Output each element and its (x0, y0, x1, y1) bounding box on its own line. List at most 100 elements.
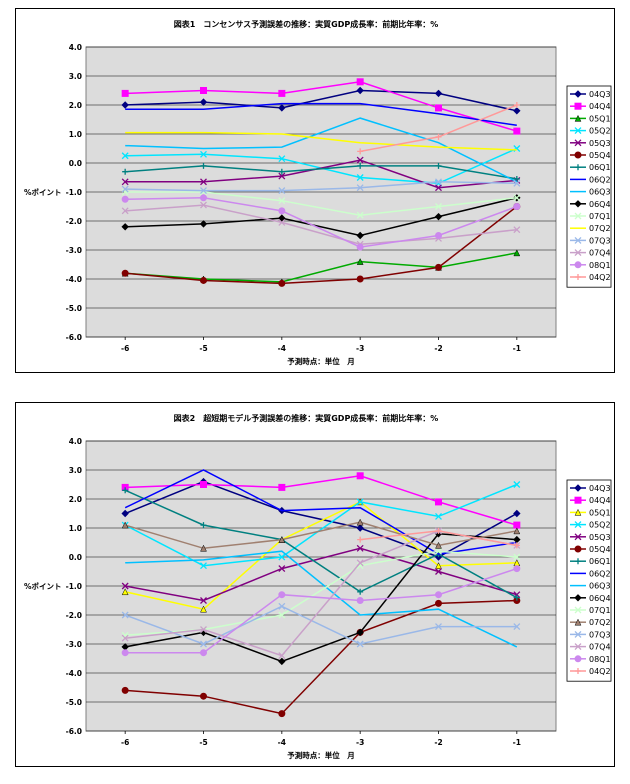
series-07Q3 (121, 178, 521, 195)
data-point-06Q4 (356, 231, 364, 240)
legend-label: 07Q4 (589, 249, 611, 258)
data-point-05Q3 (356, 544, 364, 552)
x-tick-label: -4 (278, 344, 286, 353)
data-point-06Q1 (122, 168, 129, 175)
chart-title: 図表2 超短期モデル予測誤差の推移：実質GDP成長率：前期比年率：% (174, 413, 439, 423)
series-line-04Q3 (124, 480, 518, 558)
legend-marker (574, 261, 582, 269)
data-point-05Q3 (121, 178, 129, 186)
legend-marker (574, 102, 582, 110)
data-point-04Q3 (356, 524, 364, 532)
data-point-05Q3 (278, 565, 286, 573)
data-point-06Q1 (122, 487, 129, 494)
data-point-06Q1 (200, 522, 207, 529)
data-point-07Q4 (121, 207, 129, 215)
x-tick-label: -5 (199, 344, 207, 353)
series-04Q4 (121, 78, 521, 135)
series-07Q1 (121, 188, 521, 219)
data-point-06Q1 (200, 162, 207, 169)
data-point-08Q1 (513, 565, 521, 573)
data-point-07Q2 (200, 544, 207, 552)
data-point-07Q1 (435, 547, 442, 555)
series-06Q2 (125, 102, 517, 127)
data-point-07Q1 (513, 194, 521, 202)
series-line-05Q1 (125, 252, 517, 283)
legend-label: 08Q1 (589, 261, 611, 270)
series-06Q3 (125, 117, 518, 183)
series-line-06Q4 (125, 533, 517, 663)
legend-marker (574, 484, 582, 492)
y-tick-label: -6.0 (66, 727, 82, 736)
data-point-05Q4 (200, 692, 207, 700)
data-point-08Q1 (278, 591, 286, 599)
legend-label: 04Q3 (589, 90, 611, 99)
x-tick-label: -2 (434, 344, 442, 353)
x-tick-label: -3 (356, 344, 364, 353)
data-point-04Q4 (200, 481, 207, 488)
series-line-06Q4 (125, 197, 517, 237)
data-point-08Q1 (435, 591, 442, 599)
data-point-07Q4 (121, 634, 129, 642)
data-point-04Q4 (121, 89, 129, 97)
legend-label: 05Q1 (589, 508, 611, 517)
legend-label: 08Q1 (589, 655, 611, 664)
data-point-07Q3 (513, 179, 521, 187)
chart-title: 図表1 コンセンサス予測誤差の推移：実質GDP成長率：前期比年率：% (174, 19, 439, 29)
y-tick-label: 4.0 (69, 43, 82, 52)
data-point-04Q4 (513, 127, 521, 135)
data-point-06Q1 (357, 162, 364, 169)
data-point-07Q1 (513, 553, 521, 561)
y-axis-label: %ポイント (24, 187, 62, 197)
legend-marker (574, 643, 582, 651)
legend-label: 06Q1 (589, 163, 611, 172)
x-axis-label: 予測時点：単位 月 (287, 356, 355, 366)
data-point-07Q3 (278, 187, 286, 195)
data-point-04Q2 (357, 148, 364, 155)
legend-marker (574, 114, 582, 122)
legend: 04Q3 04Q4 05Q1 05Q2 05Q3 05Q4 06Q1 06Q2 06Q3 06Q4… (566, 85, 612, 288)
y-axis-label: %ポイント (24, 581, 62, 591)
y-tick-label: -6.0 (66, 333, 82, 342)
data-point-06Q4 (121, 223, 129, 231)
data-point-08Q1 (121, 649, 129, 657)
x-tick-label: -5 (199, 738, 207, 747)
series-line-05Q4 (125, 205, 518, 285)
series-line-07Q1 (125, 191, 517, 216)
series-line-08Q1 (125, 197, 518, 248)
x-tick-label: -1 (513, 344, 521, 353)
y-tick-label: 4.0 (69, 437, 82, 446)
data-point-05Q2 (121, 152, 129, 160)
legend-label: 05Q1 (589, 114, 611, 123)
data-point-05Q2 (356, 498, 364, 506)
data-point-07Q3 (121, 611, 129, 619)
data-point-06Q1 (278, 168, 285, 175)
y-tick-label: -2.0 (66, 611, 82, 620)
x-tick-label: -6 (121, 738, 129, 747)
data-point-07Q3 (278, 602, 286, 610)
series-07Q3 (121, 602, 521, 648)
data-point-07Q4 (200, 201, 207, 209)
data-point-07Q2 (278, 536, 286, 543)
legend-label: 07Q1 (589, 212, 611, 221)
data-point-07Q1 (278, 611, 286, 619)
data-point-05Q1 (121, 588, 129, 596)
data-point-05Q3 (200, 178, 207, 186)
series-line-07Q4 (125, 204, 517, 245)
data-point-04Q3 (513, 509, 521, 518)
legend-label: 07Q1 (589, 606, 611, 615)
data-point-07Q1 (278, 197, 286, 205)
data-point-05Q4 (278, 710, 286, 718)
y-tick-label: 3.0 (69, 466, 82, 475)
data-point-07Q2 (356, 518, 364, 526)
data-point-04Q4 (278, 483, 286, 491)
legend-label: 04Q2 (589, 273, 611, 282)
legend-label: 06Q3 (589, 582, 611, 591)
data-point-05Q2 (356, 174, 364, 181)
data-point-07Q4 (200, 626, 207, 633)
data-point-04Q3 (356, 86, 364, 95)
legend-marker (574, 139, 582, 147)
legend-label: 06Q3 (589, 188, 611, 197)
data-point-07Q3 (200, 640, 207, 648)
legend-label: 05Q3 (589, 533, 611, 542)
data-point-05Q4 (121, 269, 129, 277)
